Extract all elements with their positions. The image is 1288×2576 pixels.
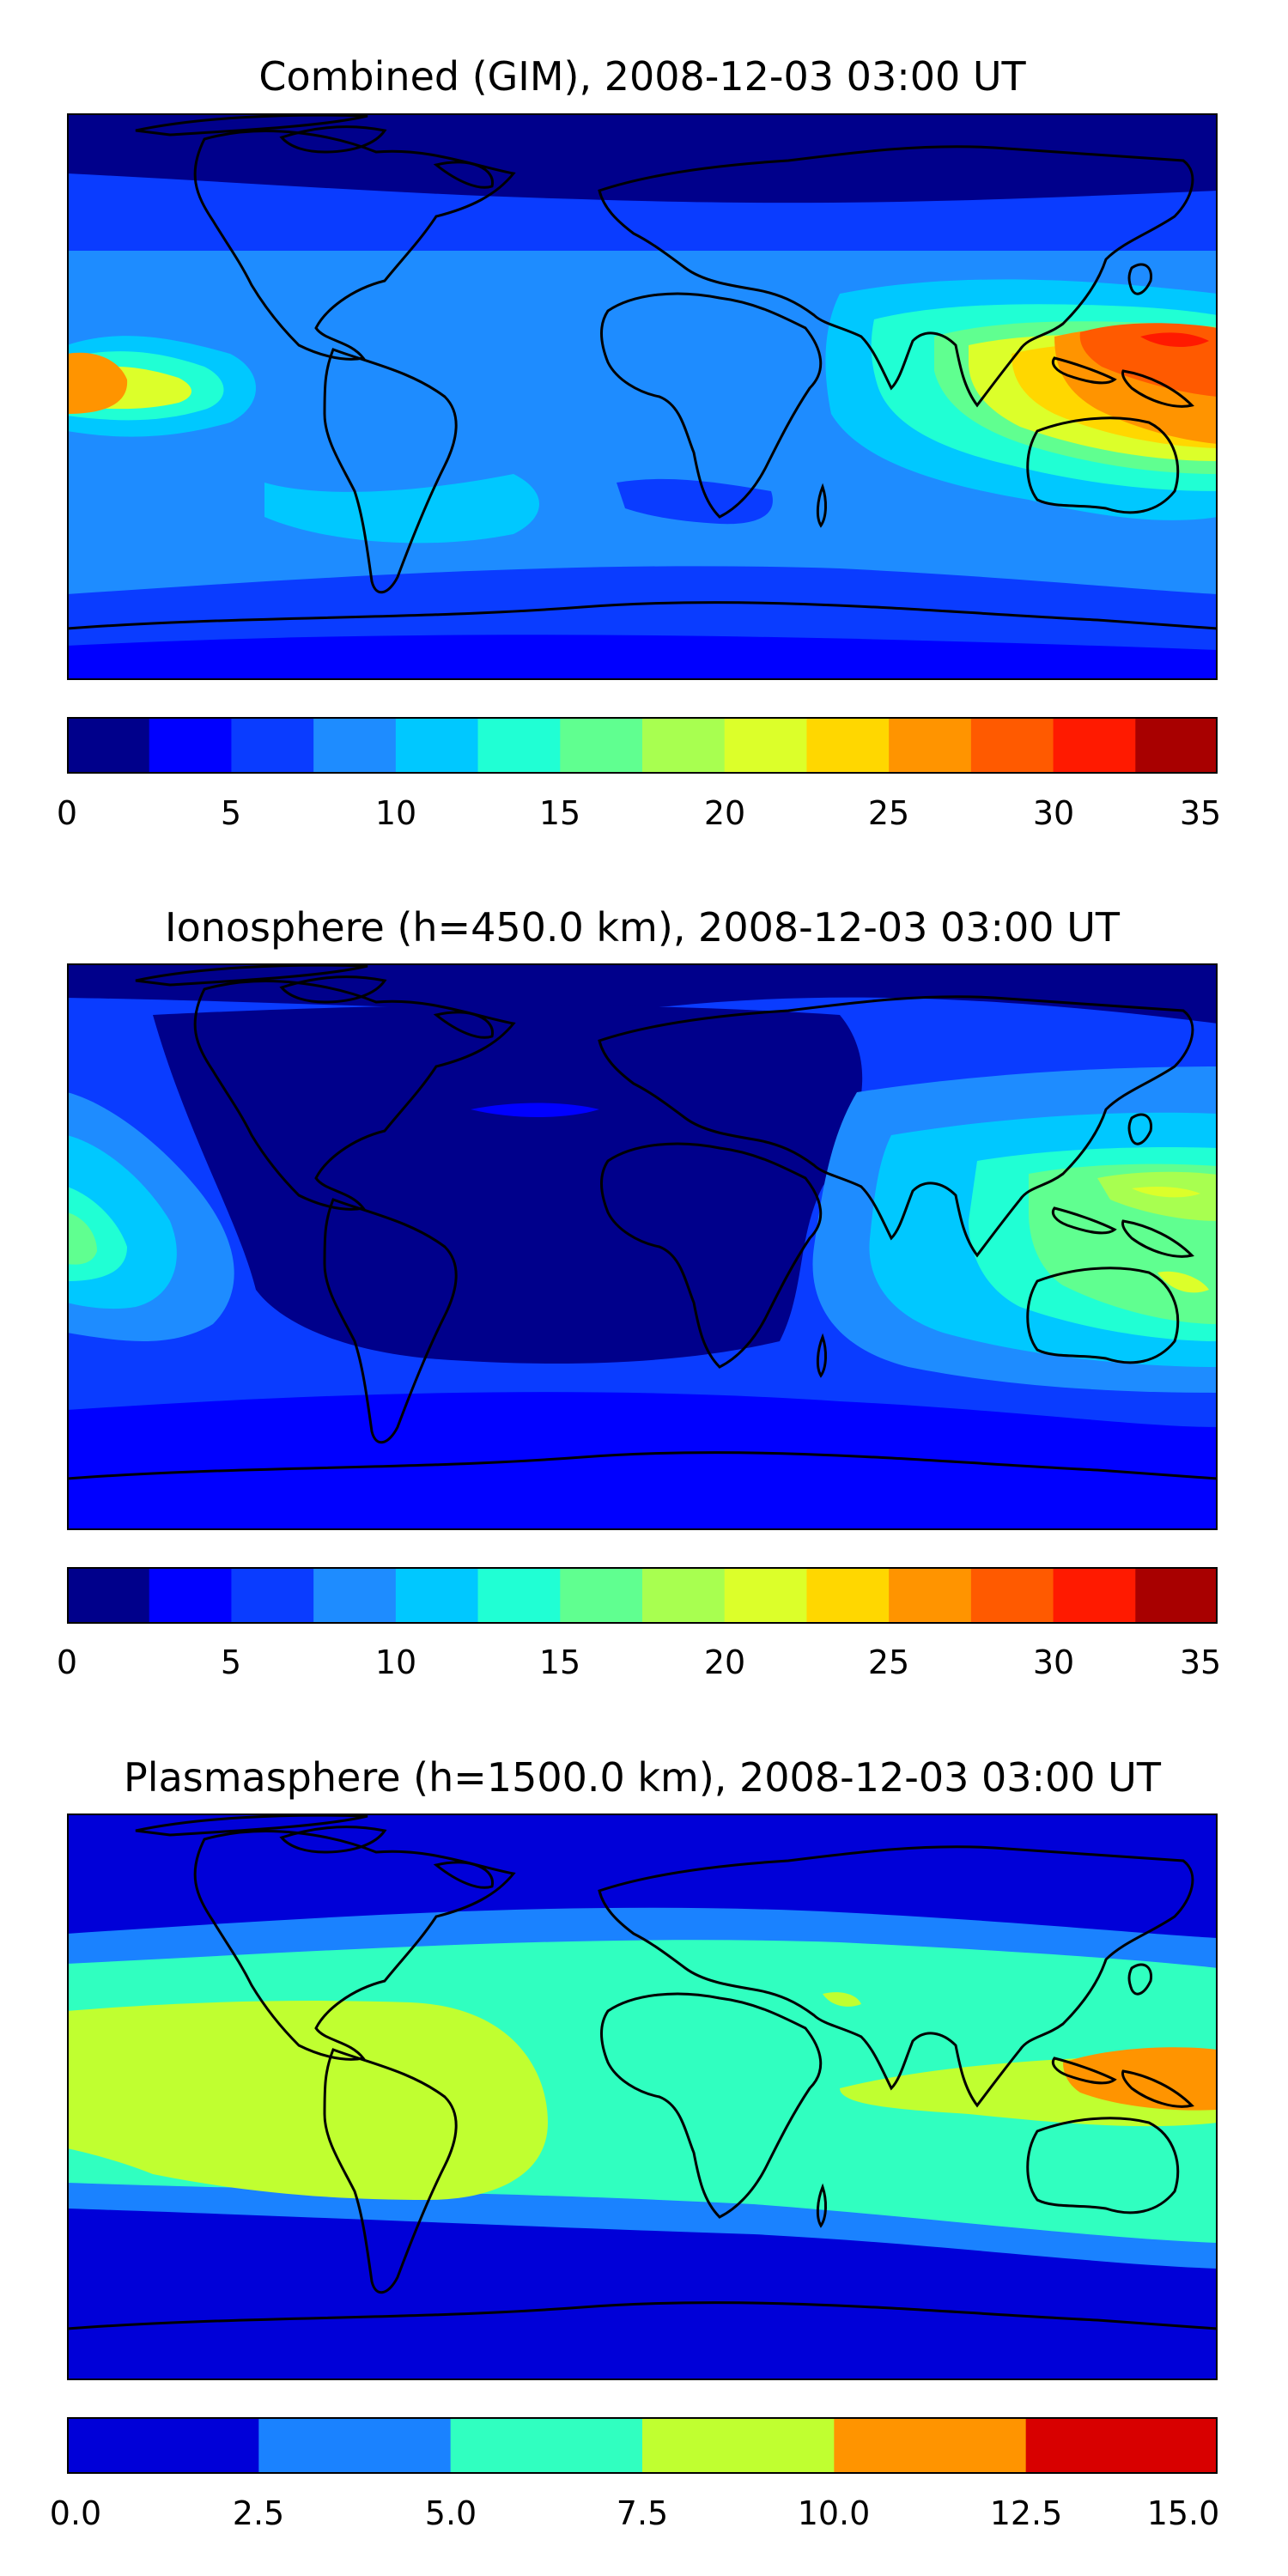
plasmasphere-colorbar [67,2417,1218,2474]
plasmasphere-tick: 15.0 [1146,2494,1220,2532]
colorbar-swatch [67,1567,150,1624]
colorbar-swatch [724,717,808,774]
colorbar-swatch [1135,717,1218,774]
colorbar-swatch [1025,2417,1218,2474]
colorbar-swatch [970,717,1054,774]
ionosphere-colorbar [67,1567,1218,1624]
plasmasphere-tick: 10.0 [797,2494,871,2532]
colorbar-swatch [231,717,314,774]
colorbar-swatch [642,717,726,774]
colorbar-swatch [642,1567,726,1624]
colorbar-swatch [395,1567,479,1624]
combined-tick: 10 [374,794,417,832]
ionosphere-tick: 10 [374,1643,417,1681]
colorbar-swatch [889,717,972,774]
combined-tick: 0 [56,794,78,832]
colorbar-swatch [970,1567,1054,1624]
plasmasphere-tick: 12.5 [989,2494,1063,2532]
plasmasphere-colorbar-ticks: 0.0 2.5 5.0 7.5 10.0 12.5 15.0 [50,2494,1220,2537]
combined-tick: 5 [220,794,242,832]
colorbar-swatch [560,1567,643,1624]
ionosphere-tick: 20 [703,1643,746,1681]
combined-colorbar [67,717,1218,774]
colorbar-swatch [806,717,890,774]
colorbar-swatch [724,1567,808,1624]
ionosphere-tick: 25 [867,1643,910,1681]
combined-colorbar-swatches [67,717,1218,774]
ionosphere-tick: 35 [1179,1643,1222,1681]
colorbar-swatch [889,1567,972,1624]
ionosphere-map [67,963,1218,1530]
combined-tick: 20 [703,794,746,832]
colorbar-swatch [834,2417,1027,2474]
plasmasphere-tick: 5.0 [424,2494,477,2532]
combined-tick: 25 [867,794,910,832]
combined-tick: 30 [1032,794,1075,832]
colorbar-swatch [560,717,643,774]
plasmasphere-tick: 0.0 [49,2494,102,2532]
combined-tick: 15 [538,794,581,832]
colorbar-swatch [395,717,479,774]
colorbar-swatch [231,1567,314,1624]
plasmasphere-colorbar-swatches [67,2417,1218,2474]
colorbar-swatch [313,1567,397,1624]
plasmasphere-title: Plasmasphere (h=1500.0 km), 2008-12-03 0… [124,1754,1161,1801]
combined-map [67,113,1218,680]
ionosphere-tick: 0 [56,1643,78,1681]
colorbar-swatch [67,717,150,774]
combined-title: Combined (GIM), 2008-12-03 03:00 UT [258,53,1026,100]
colorbar-swatch [149,1567,233,1624]
colorbar-swatch [642,2417,835,2474]
ionosphere-tick: 30 [1032,1643,1075,1681]
colorbar-swatch [477,717,561,774]
combined-tick: 35 [1179,794,1222,832]
colorbar-swatch [258,2417,452,2474]
colorbar-border [67,1567,1218,1624]
colorbar-swatch [313,717,397,774]
colorbar-swatch [1053,1567,1136,1624]
ionosphere-colorbar-ticks: 0 5 10 15 20 25 30 35 [57,1643,1222,1686]
colorbar-swatch [67,2417,259,2474]
ionosphere-title: Ionosphere (h=450.0 km), 2008-12-03 03:0… [165,904,1120,951]
colorbar-swatch [450,2417,643,2474]
colorbar-swatch [477,1567,561,1624]
ionosphere-tick: 15 [538,1643,581,1681]
colorbar-swatch [806,1567,890,1624]
ionosphere-colorbar-swatches [67,1567,1218,1624]
plasmasphere-map [67,1814,1218,2380]
plasmasphere-tick: 2.5 [232,2494,285,2532]
colorbar-border [67,2417,1218,2474]
combined-colorbar-ticks: 0 5 10 15 20 25 30 35 [57,794,1222,837]
colorbar-swatch [1135,1567,1218,1624]
ionosphere-tick: 5 [220,1643,242,1681]
colorbar-swatch [149,717,233,774]
colorbar-border [67,717,1218,774]
plasmasphere-tick: 7.5 [616,2494,669,2532]
colorbar-swatch [1053,717,1136,774]
